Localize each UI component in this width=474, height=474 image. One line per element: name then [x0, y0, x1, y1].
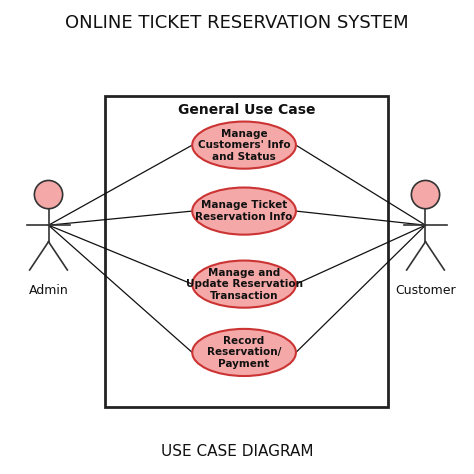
Text: Record
Reservation/
Payment: Record Reservation/ Payment [207, 336, 281, 369]
Text: General Use Case: General Use Case [178, 103, 315, 117]
Ellipse shape [192, 261, 296, 308]
Text: ONLINE TICKET RESERVATION SYSTEM: ONLINE TICKET RESERVATION SYSTEM [65, 14, 409, 32]
Ellipse shape [192, 188, 296, 235]
FancyBboxPatch shape [105, 96, 388, 407]
Circle shape [35, 181, 63, 209]
Text: Customer: Customer [395, 284, 456, 297]
Text: Admin: Admin [28, 284, 68, 297]
Text: USE CASE DIAGRAM: USE CASE DIAGRAM [161, 444, 313, 459]
Ellipse shape [192, 121, 296, 169]
Circle shape [411, 181, 439, 209]
Text: Manage and
Update Reservation
Transaction: Manage and Update Reservation Transactio… [185, 267, 302, 301]
Text: Manage
Customers' Info
and Status: Manage Customers' Info and Status [198, 128, 291, 162]
Text: Manage Ticket
Reservation Info: Manage Ticket Reservation Info [195, 201, 293, 222]
Ellipse shape [192, 329, 296, 376]
